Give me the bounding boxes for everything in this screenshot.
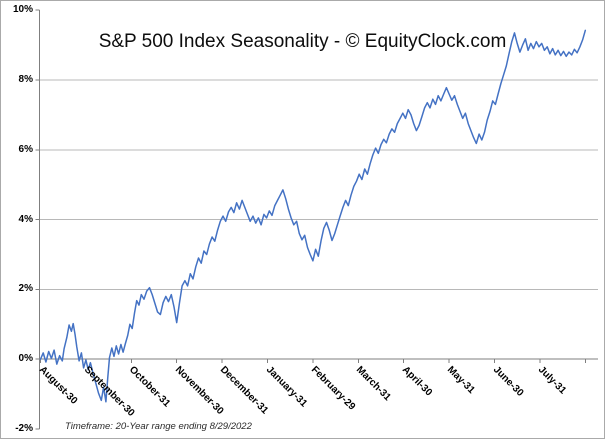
y-axis-label: 0%: [18, 353, 33, 365]
chart-title: S&P 500 Index Seasonality - © EquityCloc…: [98, 31, 507, 52]
y-axis-label: 2%: [18, 283, 33, 295]
seasonality-series-line: [39, 29, 587, 403]
timeframe-note: Timeframe: 20-Year range ending 8/29/202…: [65, 421, 252, 432]
y-axis-label: 10%: [12, 4, 33, 16]
y-axis-label: 8%: [18, 74, 33, 85]
y-axis-label: 6%: [18, 143, 33, 155]
y-axis-label: 4%: [18, 213, 33, 225]
y-axis-label: -2%: [15, 423, 33, 434]
